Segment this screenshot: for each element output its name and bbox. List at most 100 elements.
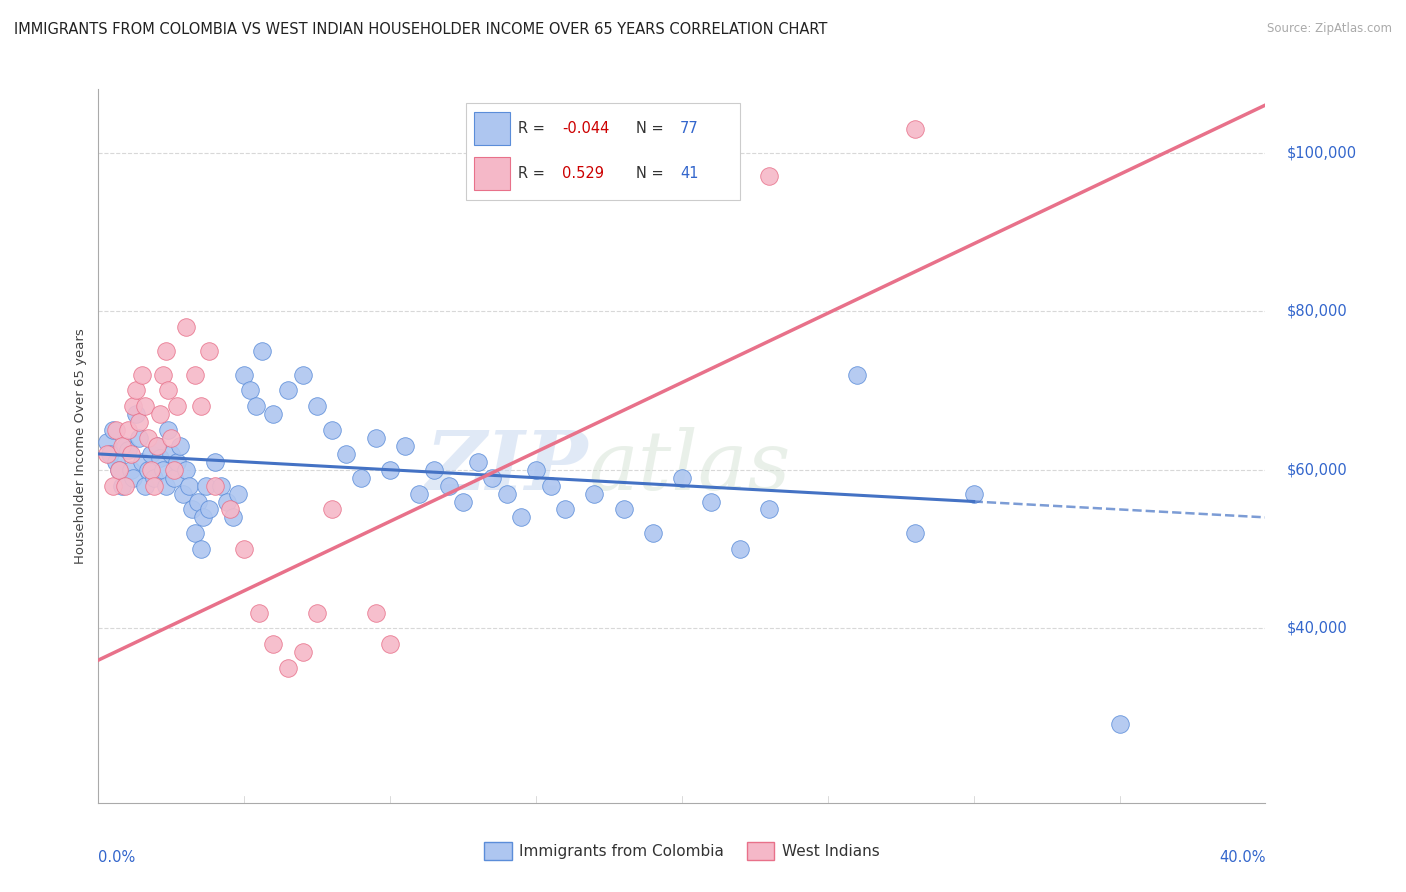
Point — [904, 526, 927, 541]
Text: ZIP: ZIP — [426, 427, 589, 508]
Point — [583, 486, 606, 500]
Point — [291, 645, 314, 659]
Point — [183, 526, 205, 541]
Point — [108, 463, 131, 477]
Point — [554, 502, 576, 516]
Point — [174, 320, 197, 334]
Point — [96, 447, 118, 461]
Point — [190, 400, 212, 414]
Point — [671, 471, 693, 485]
Point — [408, 486, 430, 500]
Point — [149, 450, 172, 465]
Point — [104, 455, 127, 469]
Point — [169, 439, 191, 453]
Point — [451, 494, 474, 508]
Point — [114, 439, 136, 453]
Point — [157, 423, 180, 437]
Point — [98, 447, 121, 461]
Point — [845, 368, 868, 382]
Point — [183, 368, 205, 382]
Point — [134, 400, 156, 414]
Point — [114, 478, 136, 492]
Point — [423, 463, 446, 477]
Point — [139, 463, 162, 477]
Point — [198, 343, 221, 358]
Point — [104, 423, 127, 437]
Point — [758, 169, 780, 184]
Point — [111, 478, 134, 492]
Point — [277, 661, 299, 675]
Point — [904, 121, 927, 136]
Point — [335, 447, 357, 461]
Point — [122, 471, 145, 485]
Text: $80,000: $80,000 — [1286, 303, 1347, 318]
Text: $100,000: $100,000 — [1286, 145, 1357, 161]
Point — [262, 407, 284, 421]
Point — [437, 478, 460, 492]
Point — [128, 415, 150, 429]
Point — [700, 494, 723, 508]
Point — [177, 478, 200, 492]
Legend: Immigrants from Colombia, West Indians: Immigrants from Colombia, West Indians — [478, 836, 886, 866]
Point — [155, 478, 177, 492]
Point — [540, 478, 562, 492]
Point — [166, 400, 188, 414]
Point — [163, 463, 186, 477]
Point — [291, 368, 314, 382]
Point — [195, 478, 218, 492]
Point — [228, 486, 250, 500]
Point — [364, 431, 387, 445]
Point — [120, 463, 142, 477]
Point — [111, 439, 134, 453]
Point — [962, 486, 984, 500]
Text: $60,000: $60,000 — [1286, 462, 1347, 477]
Text: 0.0%: 0.0% — [98, 850, 135, 865]
Point — [131, 368, 153, 382]
Point — [394, 439, 416, 453]
Text: Source: ZipAtlas.com: Source: ZipAtlas.com — [1267, 22, 1392, 36]
Point — [190, 542, 212, 557]
Point — [122, 400, 145, 414]
Point — [149, 407, 172, 421]
Point — [146, 439, 169, 453]
Point — [160, 431, 183, 445]
Point — [125, 407, 148, 421]
Point — [96, 435, 118, 450]
Point — [221, 510, 243, 524]
Point — [125, 384, 148, 398]
Point — [239, 384, 262, 398]
Point — [1108, 716, 1130, 731]
Point — [204, 478, 226, 492]
Point — [128, 431, 150, 445]
Point — [136, 463, 159, 477]
Point — [321, 423, 343, 437]
Point — [209, 478, 232, 492]
Point — [152, 368, 174, 382]
Point — [378, 463, 402, 477]
Text: IMMIGRANTS FROM COLOMBIA VS WEST INDIAN HOUSEHOLDER INCOME OVER 65 YEARS CORRELA: IMMIGRANTS FROM COLOMBIA VS WEST INDIAN … — [14, 22, 828, 37]
Point — [131, 455, 153, 469]
Point — [758, 502, 780, 516]
Point — [245, 400, 267, 414]
Point — [233, 368, 256, 382]
Point — [481, 471, 503, 485]
Point — [136, 431, 159, 445]
Text: $40,000: $40,000 — [1286, 621, 1347, 636]
Point — [378, 637, 402, 651]
Text: 40.0%: 40.0% — [1219, 850, 1265, 865]
Point — [277, 384, 299, 398]
Point — [174, 463, 197, 477]
Point — [233, 542, 256, 557]
Point — [307, 400, 329, 414]
Point — [117, 442, 139, 457]
Point — [198, 502, 221, 516]
Point — [172, 486, 194, 500]
Point — [120, 447, 142, 461]
Point — [180, 502, 202, 516]
Point — [612, 502, 634, 516]
Point — [134, 478, 156, 492]
Point — [146, 439, 169, 453]
Point — [218, 502, 240, 516]
Point — [350, 471, 373, 485]
Point — [166, 455, 188, 469]
